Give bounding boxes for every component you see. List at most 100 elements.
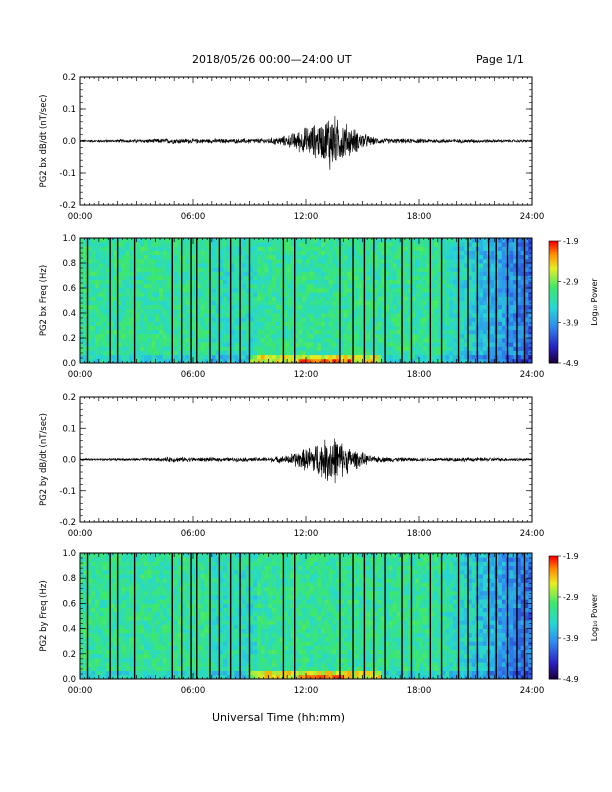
spectrogram-cell	[102, 611, 107, 617]
spectrogram-cell	[328, 283, 333, 289]
spectrogram-cell	[91, 342, 96, 347]
spectrogram-cell	[498, 263, 503, 268]
spectrogram-cell	[193, 300, 198, 306]
spectrogram-cell	[290, 288, 296, 293]
spectrogram-cell	[272, 354, 277, 360]
spectrogram-cell	[155, 346, 160, 351]
panel-0	[80, 115, 533, 170]
spectrogram-cell	[80, 645, 85, 650]
spectrogram-cell	[117, 632, 122, 638]
spectrogram-cell	[415, 346, 420, 351]
spectrogram-cell	[422, 258, 427, 264]
spectrogram-cell	[426, 296, 431, 301]
spectrogram-cell	[140, 620, 145, 625]
spectrogram-cell	[498, 304, 503, 310]
spectrogram-cell	[268, 267, 273, 272]
spectrogram-cell	[309, 358, 314, 364]
spectrogram-cell	[471, 325, 476, 331]
spectrogram-cell	[479, 354, 484, 360]
spectrogram-cell	[385, 354, 390, 360]
spectrogram-cell	[513, 346, 518, 351]
spectrogram-cell	[426, 263, 431, 268]
spectrogram-cell	[151, 329, 156, 335]
spectrogram-cell	[471, 246, 476, 251]
spectrogram-cell	[290, 358, 296, 364]
spectrogram-cell	[193, 238, 198, 243]
spectrogram-cell	[264, 296, 269, 301]
spectrogram-cell	[87, 354, 92, 360]
spectrogram-cell	[91, 658, 96, 663]
spectrogram-cell	[332, 313, 337, 318]
spectrogram-cell	[332, 329, 337, 335]
spectrogram-cell	[129, 292, 134, 297]
spectrogram-cell	[483, 246, 488, 251]
spectrogram-cell	[129, 574, 134, 579]
spectrogram-cell	[80, 670, 85, 676]
spectrogram-cell	[403, 325, 409, 331]
spectrogram-cell	[501, 242, 507, 247]
spectrogram-cell	[328, 275, 333, 281]
spectrogram-cell	[392, 246, 397, 251]
spectrogram-cell	[95, 271, 100, 276]
spectrogram-cell	[177, 333, 183, 339]
spectrogram-cell	[381, 246, 386, 251]
spectrogram-cell	[83, 350, 88, 356]
spectrogram-cell	[91, 649, 96, 655]
spectrogram-cell	[373, 354, 378, 360]
spectrogram-cell	[483, 325, 488, 331]
spectrogram-cell	[110, 637, 115, 642]
spectrogram-cell	[166, 317, 171, 322]
spectrogram-cell	[121, 603, 126, 608]
spectrogram-cell	[174, 238, 179, 243]
spectrogram-cell	[234, 279, 239, 285]
spectrogram-cell	[113, 300, 119, 306]
spectrogram-cell	[151, 308, 156, 314]
spectrogram-cell	[403, 358, 409, 364]
spectrogram-cell	[159, 263, 164, 268]
colorbar-segment	[549, 328, 558, 331]
spectrogram-cell	[298, 333, 303, 339]
spectrogram-cell	[426, 346, 431, 351]
spectrogram-cell	[110, 271, 115, 276]
spectrogram-cell	[524, 313, 529, 318]
spectrogram-cell	[193, 250, 198, 256]
spectrogram-cell	[151, 271, 156, 276]
spectrogram-cell	[419, 321, 424, 326]
spectrogram-cell	[193, 292, 198, 297]
spectrogram-cell	[140, 304, 145, 310]
spectrogram-cell	[95, 632, 100, 638]
spectrogram-cell	[520, 338, 525, 343]
spectrogram-cell	[257, 292, 262, 297]
spectrogram-cell	[347, 238, 352, 243]
spectrogram-cell	[302, 358, 307, 364]
spectrogram-cell	[102, 358, 107, 364]
spectrogram-cell	[460, 308, 465, 314]
spectrogram-cell	[95, 342, 100, 347]
spectrogram-cell	[121, 325, 126, 331]
spectrogram-cell	[381, 238, 386, 243]
spectrogram-cell	[275, 254, 281, 260]
spectrogram-cell	[185, 354, 190, 360]
spectrogram-cell	[162, 338, 168, 343]
spectrogram-cell	[151, 304, 156, 310]
spectrogram-cell	[290, 346, 296, 351]
spectrogram-cell	[377, 300, 382, 306]
spectrogram-cell	[185, 325, 190, 331]
spectrogram-cell	[80, 358, 85, 364]
spectrogram-cell	[140, 358, 145, 364]
spectrogram-cell	[200, 238, 205, 243]
spectrogram-cell	[260, 313, 265, 318]
spectrogram-cell	[479, 267, 484, 272]
spectrogram-cell	[366, 238, 371, 243]
spectrogram-cell	[290, 283, 296, 289]
spectrogram-cell	[181, 267, 186, 272]
spectrogram-cell	[317, 283, 322, 289]
spectrogram-cell	[272, 338, 277, 343]
spectrogram-cell	[430, 242, 435, 247]
spectrogram-cell	[332, 279, 337, 285]
spectrogram-cell	[283, 300, 288, 306]
spectrogram-cell	[91, 666, 96, 671]
spectrogram-cell	[313, 300, 318, 306]
spectrogram-cell	[452, 263, 458, 268]
spectrogram-cell	[272, 317, 277, 322]
